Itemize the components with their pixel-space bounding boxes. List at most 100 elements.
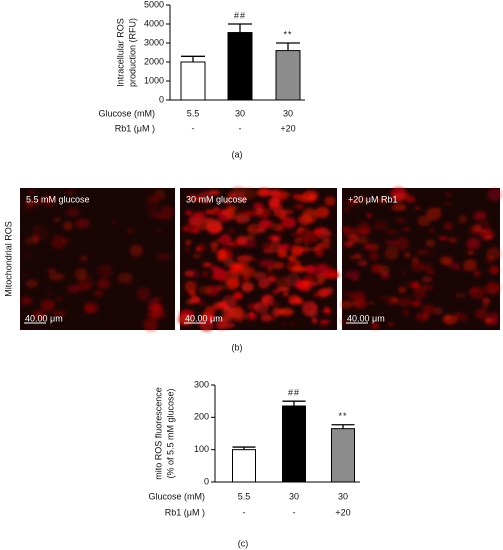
cell — [259, 259, 276, 268]
cell — [197, 243, 206, 252]
cell — [237, 255, 254, 262]
cell — [83, 305, 95, 313]
cell — [261, 296, 271, 303]
cell — [202, 262, 212, 268]
row-value: - — [239, 123, 242, 133]
cell — [380, 296, 387, 301]
cell — [273, 208, 285, 218]
cell — [240, 268, 257, 278]
cell — [129, 244, 143, 257]
error-bar — [232, 446, 256, 450]
cell — [199, 319, 214, 332]
cell — [474, 211, 487, 220]
cell — [434, 307, 444, 316]
cell — [417, 215, 431, 227]
cell — [315, 206, 330, 218]
cell — [268, 234, 282, 242]
cell — [311, 282, 316, 286]
cell — [28, 189, 35, 195]
row-value: 5.5 — [187, 108, 200, 118]
cell — [305, 264, 315, 274]
cell — [51, 235, 66, 249]
cell — [198, 285, 213, 295]
cell — [423, 263, 433, 273]
row-value: 30 — [235, 108, 245, 118]
cell — [413, 288, 427, 300]
cell — [438, 236, 449, 241]
row-label: Glucose (mM) — [148, 491, 205, 501]
cell — [217, 211, 231, 223]
cell — [475, 219, 491, 233]
cell — [160, 205, 175, 219]
cell — [302, 280, 311, 287]
y-tick-label: 200 — [194, 412, 209, 422]
cell — [215, 239, 222, 243]
cell — [259, 219, 272, 229]
cell — [324, 196, 336, 207]
cell — [212, 267, 227, 281]
cell — [21, 273, 27, 276]
cell — [448, 237, 458, 244]
cell — [348, 234, 359, 244]
cell — [421, 276, 433, 283]
cell — [93, 290, 104, 297]
cell — [143, 317, 158, 333]
cell — [117, 272, 133, 284]
cell — [223, 199, 232, 205]
micrograph-title: +20 μM Rb1 — [348, 194, 397, 204]
cell — [411, 300, 422, 307]
cell — [487, 187, 503, 202]
cell — [233, 291, 243, 300]
cell — [226, 205, 237, 212]
cell — [185, 239, 192, 246]
y-axis-label: production (RFU) — [127, 18, 137, 87]
cell — [270, 223, 284, 231]
cell — [253, 271, 267, 281]
cell — [319, 319, 330, 325]
error-bar — [282, 400, 306, 407]
cell — [390, 186, 407, 201]
cell — [52, 310, 67, 317]
cell — [264, 315, 277, 321]
row-value: +20 — [335, 507, 350, 517]
cell — [204, 305, 216, 315]
cell — [206, 313, 216, 320]
y-tick-label: 300 — [194, 379, 209, 389]
cell — [288, 255, 297, 262]
micrograph-background — [342, 188, 500, 330]
cell — [198, 301, 206, 306]
cell — [149, 211, 163, 219]
cell — [353, 253, 363, 260]
cell — [444, 202, 451, 205]
cells — [339, 186, 503, 330]
cell — [248, 313, 256, 319]
cell — [20, 296, 33, 306]
bar — [282, 405, 306, 483]
cell — [282, 217, 297, 229]
error-bar — [181, 55, 205, 62]
cell — [391, 203, 407, 212]
cell — [216, 249, 228, 260]
error-bar — [331, 424, 355, 429]
cell — [277, 248, 288, 258]
cells — [20, 189, 175, 333]
cell — [290, 323, 295, 326]
cell — [454, 292, 467, 298]
cell — [219, 234, 232, 246]
cell — [350, 291, 366, 303]
cell — [415, 206, 421, 210]
y-tick-label: 3000 — [144, 37, 164, 47]
significance-label: ## — [234, 10, 246, 20]
cell — [320, 324, 325, 328]
micrograph — [20, 188, 175, 333]
cell — [429, 252, 434, 256]
cell — [324, 272, 340, 279]
row-value: 30 — [289, 491, 299, 501]
cell — [262, 243, 275, 249]
cell — [313, 292, 320, 298]
cell — [366, 213, 372, 219]
cell — [278, 307, 294, 316]
bar — [232, 449, 256, 483]
cell — [311, 247, 320, 251]
cell — [411, 281, 421, 290]
